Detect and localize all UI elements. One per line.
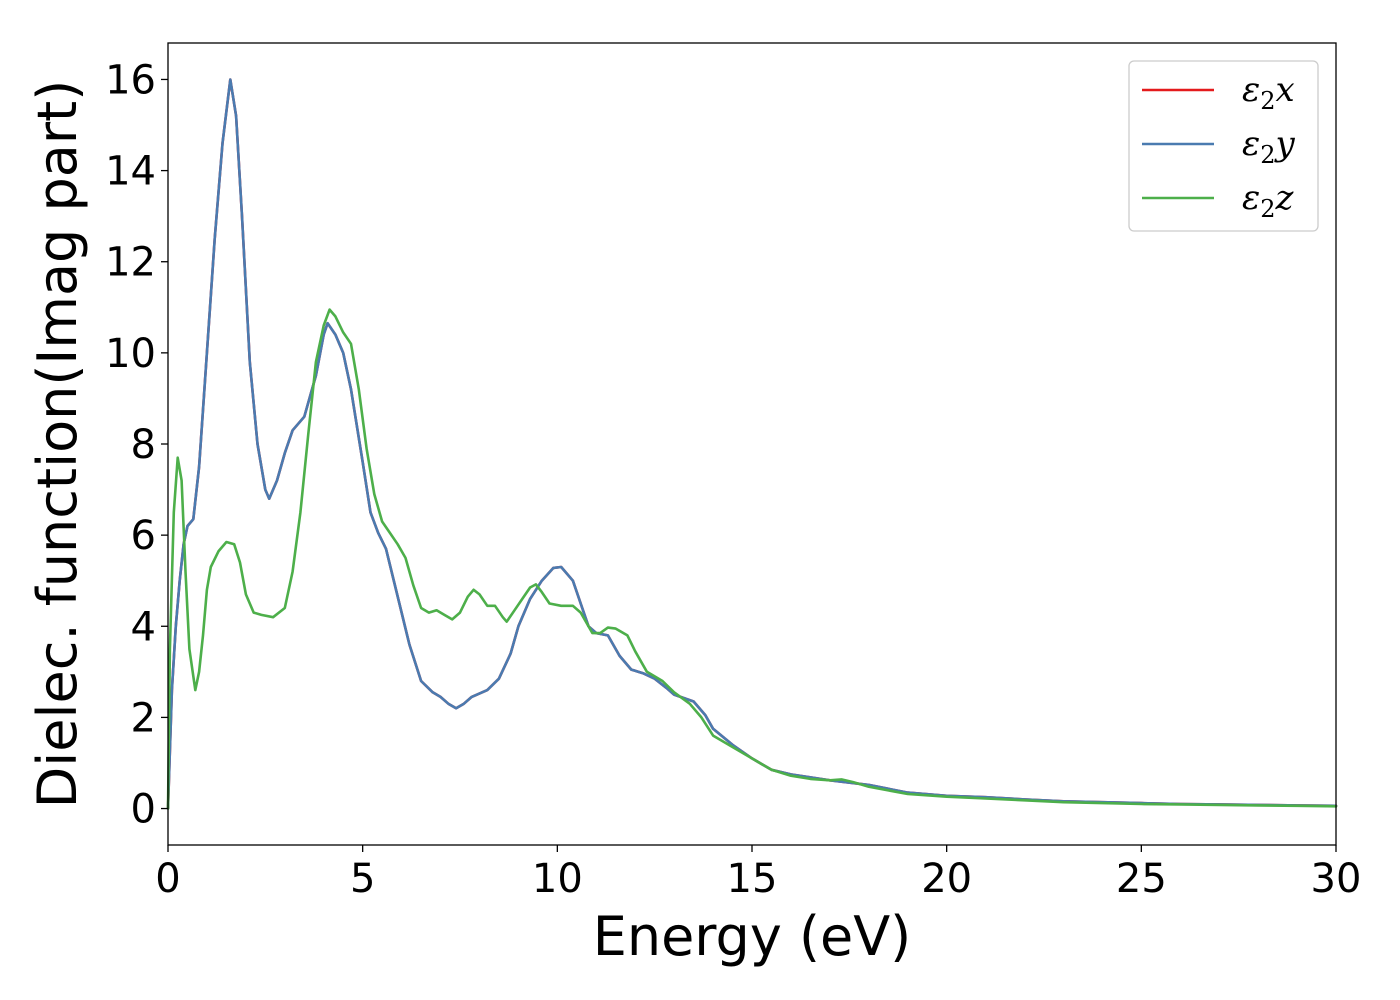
y-tick-label: 12	[105, 240, 156, 286]
x-tick-label: 30	[1311, 856, 1362, 902]
x-tick-label: 5	[350, 856, 375, 902]
x-axis-title: Energy (eV)	[593, 905, 912, 968]
y-tick-label: 6	[131, 513, 156, 559]
legend-label-x: ε2x	[1242, 70, 1295, 115]
x-tick-label: 25	[1116, 856, 1167, 902]
x-tick-label: 15	[727, 856, 778, 902]
y-axis-title: Dielec. function(Imag part)	[26, 80, 89, 809]
series-line-z	[166, 308, 1338, 810]
series-layer	[166, 78, 1338, 810]
legend-box	[1128, 60, 1319, 232]
y-tick-label: 8	[131, 422, 156, 468]
y-tick-label: 2	[131, 695, 156, 741]
y-tick-label: 4	[131, 604, 156, 650]
legend-label-y: ε2y	[1242, 124, 1296, 169]
x-axis: 0 5 10 15 20 25 30	[155, 845, 1361, 902]
series-line-y	[166, 78, 1338, 810]
y-tick-label: 10	[105, 331, 156, 377]
x-tick-label: 0	[155, 856, 180, 902]
x-tick-label: 20	[921, 856, 972, 902]
y-tick-label: 16	[105, 57, 156, 103]
y-tick-label: 14	[105, 149, 156, 195]
legend-label-z: ε2z	[1242, 178, 1295, 223]
x-tick-label: 10	[532, 856, 583, 902]
y-tick-label: 0	[131, 787, 156, 833]
legend: ε2x ε2y ε2z	[1128, 60, 1319, 232]
y-axis: 0 2 4 6 8 10 12 14 16	[105, 57, 168, 833]
